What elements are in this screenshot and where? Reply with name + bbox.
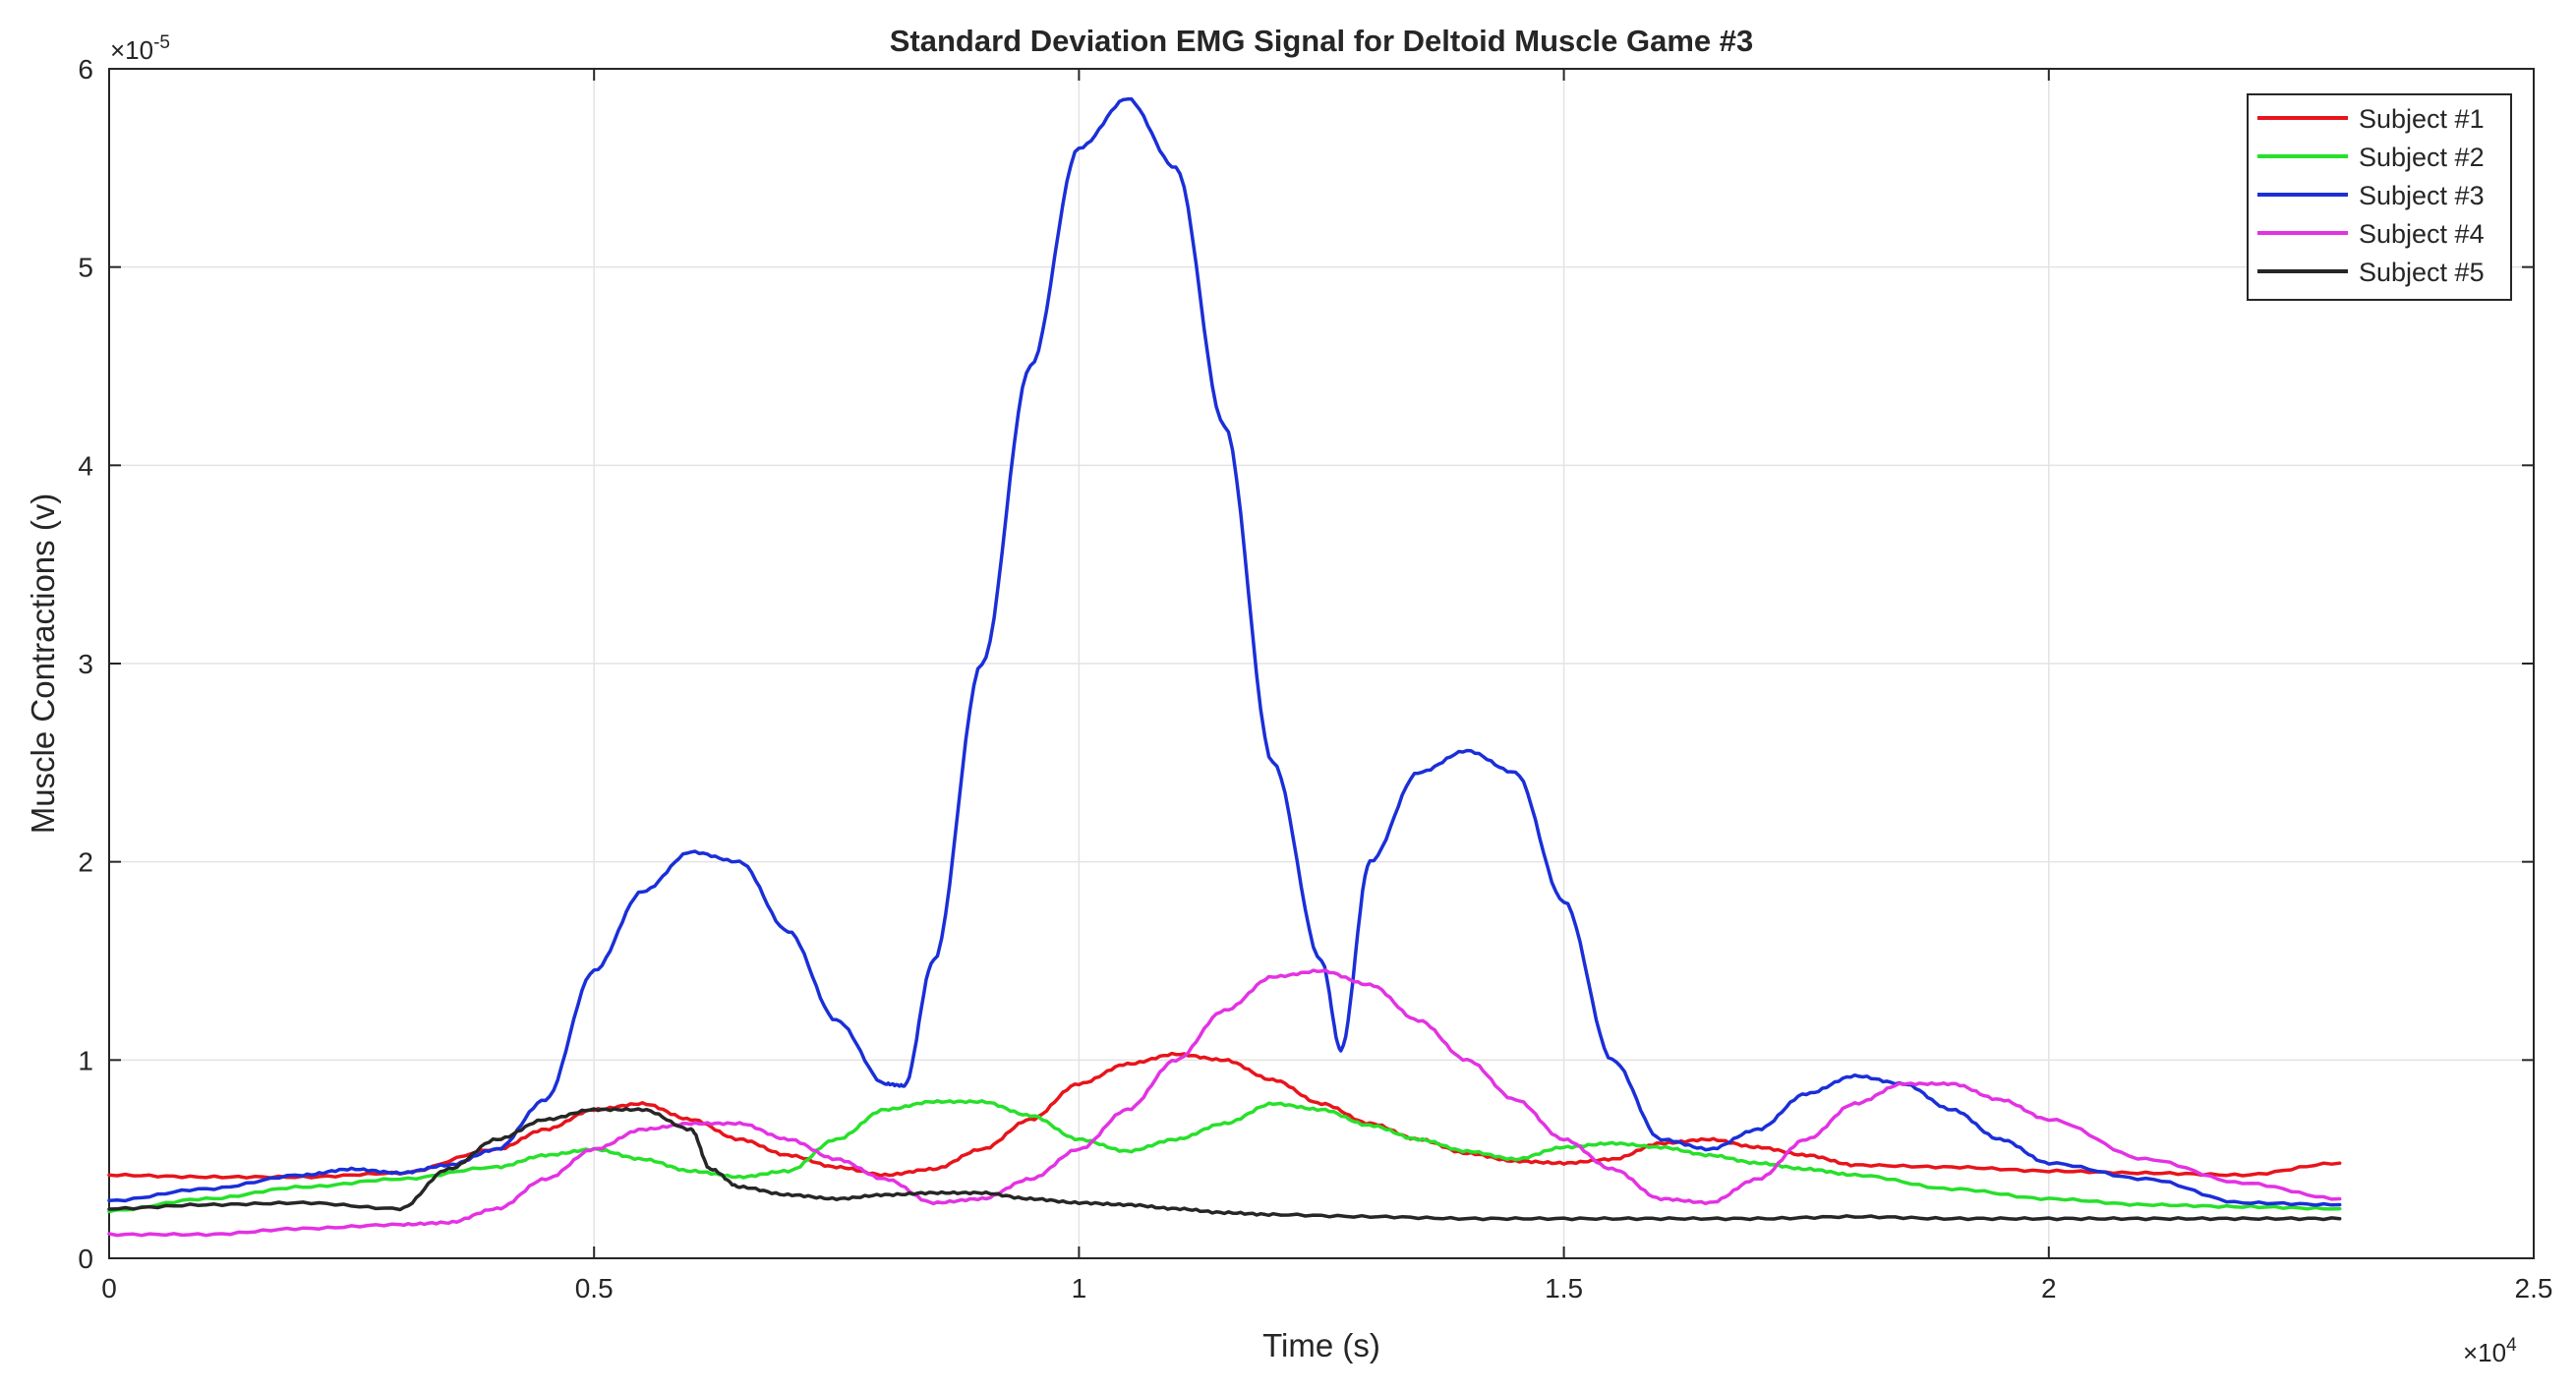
y-tick-label: 2 (78, 847, 93, 878)
series-line-subject-3 (107, 96, 2342, 1207)
grid (109, 69, 2534, 1258)
legend-label: Subject #5 (2359, 258, 2485, 287)
x-axis-exponent: ×104 (2463, 1335, 2517, 1367)
y-axis-label: Muscle Contractions (v) (25, 493, 61, 835)
legend: Subject #1 Subject #2 Subject #3 Subject #4… (2247, 93, 2512, 301)
series-lines (107, 96, 2342, 1238)
x-tick-label: 1 (1072, 1273, 1087, 1304)
x-axis-label: Time (s) (1262, 1327, 1380, 1363)
legend-label: Subject #2 (2359, 143, 2485, 172)
y-tick-label: 3 (78, 649, 93, 679)
y-exponent-base: ×10 (110, 35, 153, 65)
y-exponent-power: -5 (153, 32, 170, 53)
x-tick-label: 2.5 (2515, 1273, 2553, 1304)
y-tick-label: 4 (78, 450, 93, 481)
y-axis-exponent: ×10-5 (110, 32, 170, 65)
x-tick-label: 1.5 (1545, 1273, 1583, 1304)
legend-label: Subject #1 (2359, 104, 2485, 134)
legend-box (2247, 93, 2512, 301)
chart-title: Standard Deviation EMG Signal for Deltoi… (890, 24, 1754, 58)
legend-label: Subject #4 (2359, 219, 2485, 249)
series-line-subject-5 (107, 1107, 2342, 1222)
x-tick-label: 2 (2041, 1273, 2057, 1304)
series-line-subject-4 (107, 968, 2342, 1238)
legend-label: Subject #3 (2359, 181, 2485, 210)
y-tick-label: 0 (78, 1244, 93, 1274)
x-tick-label: 0.5 (575, 1273, 614, 1304)
series-line-subject-2 (107, 1099, 2342, 1214)
y-tick-label: 1 (78, 1045, 93, 1075)
x-exponent-power: 4 (2506, 1335, 2517, 1356)
axis-ticks: 0 0.5 1 1.5 2 2.5 0 1 2 3 4 5 6 (78, 54, 2552, 1304)
x-exponent-base: ×10 (2463, 1338, 2506, 1367)
y-tick-label: 5 (78, 253, 93, 283)
y-tick-label: 6 (78, 54, 93, 85)
x-tick-label: 0 (101, 1273, 117, 1304)
